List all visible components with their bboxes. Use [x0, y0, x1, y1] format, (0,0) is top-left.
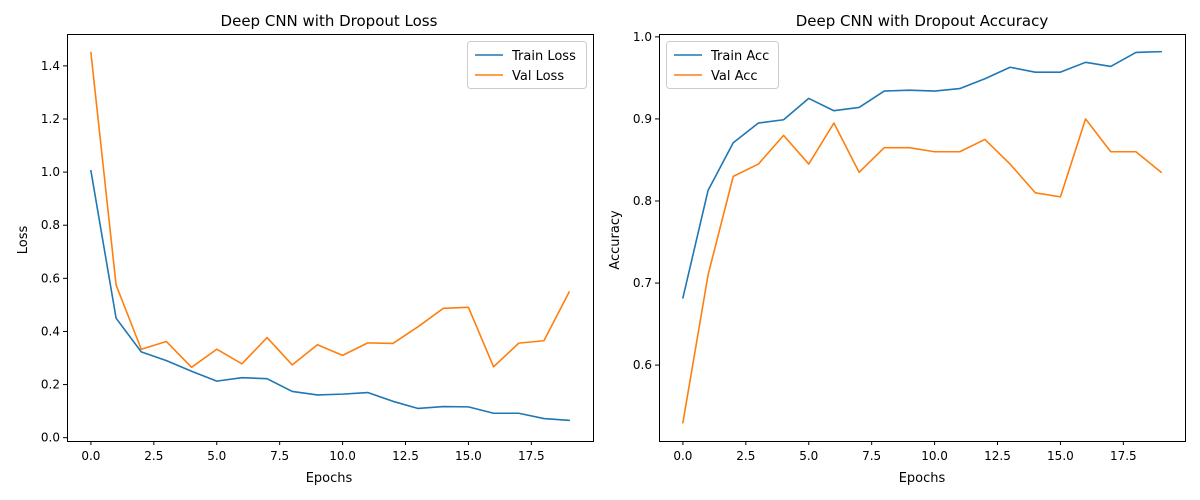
legend-label-train-loss: Train Loss — [511, 49, 576, 64]
series-line-val-loss — [90, 51, 571, 369]
accuracy-chart-y-tick-label: 0.6 — [633, 358, 652, 372]
series-line-train-loss — [89, 169, 570, 422]
accuracy-chart-x-tick-label: 0.0 — [673, 449, 692, 463]
loss-chart-legend-box — [467, 41, 587, 89]
loss-chart-x-tick-label: 7.5 — [270, 449, 289, 463]
loss-chart-x-tick-label: 12.5 — [392, 449, 419, 463]
loss-chart-y-ticks: 0.0 0.2 0.4 0.6 0.8 1.0 1.2 1.4 — [41, 59, 67, 445]
loss-chart-y-tick-label: 1.4 — [41, 59, 60, 73]
accuracy-chart-x-tick-label: 12.5 — [984, 449, 1011, 463]
loss-chart-legend: Train Loss Val Loss — [467, 41, 587, 89]
series-line-val-acc — [681, 118, 1163, 424]
loss-chart-y-tick-label: 0.0 — [41, 431, 60, 445]
loss-chart-x-tick-label: 2.5 — [144, 449, 163, 463]
accuracy-chart-y-tick-label: 0.7 — [633, 276, 652, 290]
accuracy-chart: Deep CNN with Dropout Accuracy Epochs Ac… — [608, 12, 1186, 486]
accuracy-chart-xlabel: Epochs — [899, 471, 946, 486]
loss-chart-y-tick-label: 1.2 — [41, 112, 60, 126]
loss-chart-x-tick-label: 10.0 — [329, 449, 356, 463]
accuracy-chart-x-tick-label: 10.0 — [921, 449, 948, 463]
loss-chart-lines — [89, 51, 571, 422]
loss-chart-x-tick-label: 17.5 — [518, 449, 545, 463]
accuracy-chart-legend-box — [666, 41, 779, 89]
accuracy-chart-y-tick-label: 0.8 — [633, 194, 652, 208]
loss-chart-title: Deep CNN with Dropout Loss — [221, 12, 438, 30]
accuracy-chart-x-tick-label: 2.5 — [736, 449, 755, 463]
legend-label-train-acc: Train Acc — [710, 49, 769, 64]
loss-chart-x-tick-label: 5.0 — [207, 449, 226, 463]
accuracy-chart-y-ticks: 0.6 0.7 0.8 0.9 1.0 — [633, 30, 659, 372]
accuracy-chart-x-tick-label: 15.0 — [1047, 449, 1074, 463]
accuracy-chart-x-tick-label: 17.5 — [1110, 449, 1137, 463]
series-line-train-acc — [681, 50, 1162, 299]
accuracy-chart-y-tick-label: 0.9 — [633, 112, 652, 126]
loss-chart-y-tick-label: 0.6 — [41, 271, 60, 285]
loss-chart-x-tick-label: 0.0 — [81, 449, 100, 463]
loss-chart-y-tick-label: 0.4 — [41, 324, 60, 338]
loss-chart-x-tick-label: 15.0 — [455, 449, 482, 463]
loss-chart: Deep CNN with Dropout Loss Epochs Loss 0… — [16, 12, 594, 486]
accuracy-chart-x-tick-label: 7.5 — [862, 449, 881, 463]
accuracy-chart-title: Deep CNN with Dropout Accuracy — [796, 12, 1049, 30]
accuracy-chart-lines — [681, 50, 1163, 424]
legend-label-val-acc: Val Acc — [711, 69, 758, 84]
loss-chart-y-tick-label: 1.0 — [41, 165, 60, 179]
accuracy-chart-x-tick-label: 5.0 — [799, 449, 818, 463]
accuracy-chart-y-tick-label: 1.0 — [633, 30, 652, 44]
loss-chart-xlabel: Epochs — [306, 471, 353, 486]
legend-label-val-loss: Val Loss — [512, 69, 564, 84]
accuracy-chart-legend: Train Acc Val Acc — [666, 41, 779, 89]
loss-chart-ylabel: Loss — [16, 226, 31, 255]
loss-chart-y-tick-label: 0.2 — [41, 378, 60, 392]
accuracy-chart-ylabel: Accuracy — [608, 210, 623, 270]
loss-chart-frame — [67, 34, 594, 442]
accuracy-chart-x-ticks: 0.0 2.5 5.0 7.5 10.0 12.5 15.0 17.5 — [673, 441, 1137, 463]
loss-chart-y-tick-label: 0.8 — [41, 218, 60, 232]
accuracy-chart-frame — [659, 34, 1186, 442]
loss-chart-x-ticks: 0.0 2.5 5.0 7.5 10.0 12.5 15.0 17.5 — [81, 441, 545, 463]
